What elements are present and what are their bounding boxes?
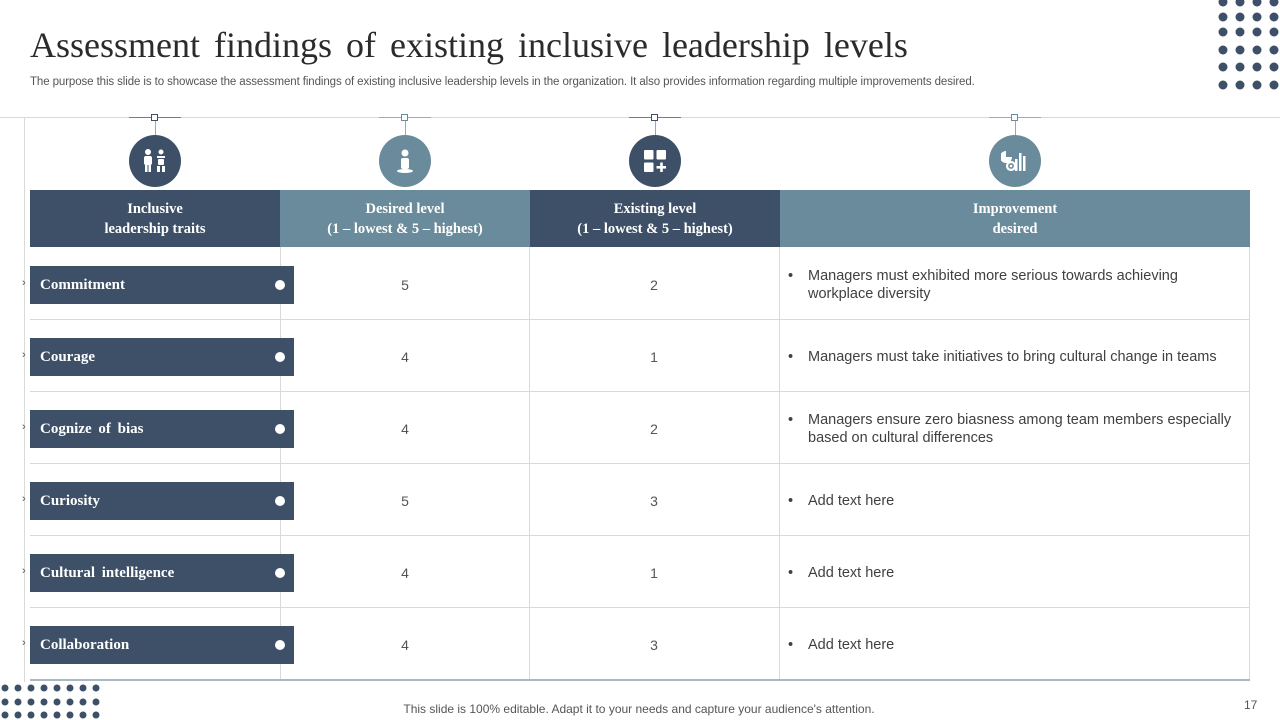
leadership-people-icon — [129, 135, 181, 187]
trait-label: Cognize of bias — [30, 410, 294, 448]
grid-plus-icon — [629, 135, 681, 187]
decorative-dots-bottom-left — [1, 684, 100, 719]
person-podium-icon — [379, 135, 431, 187]
improvement-text: Managers must exhibited more serious tow… — [808, 268, 1178, 302]
slide-subtitle: The purpose this slide is to showcase th… — [30, 76, 975, 88]
improvement-item: • Add text here — [788, 564, 1243, 582]
knob-dot — [275, 568, 285, 578]
connector-stem — [155, 118, 156, 146]
icon-column-desired — [280, 112, 530, 190]
trait-label: Collaboration — [30, 626, 294, 664]
left-divider — [24, 117, 25, 682]
knob-dot — [275, 352, 285, 362]
improvement-item: • Managers must exhibited more serious to… — [788, 267, 1243, 303]
existing-value: 1 — [650, 565, 658, 581]
trait-text: Curiosity — [40, 492, 100, 509]
existing-value: 3 — [650, 637, 658, 653]
bullet: • — [788, 349, 794, 365]
trait-label: Curiosity — [30, 482, 294, 520]
improvement-item: • Managers must take initiatives to bring… — [788, 348, 1243, 366]
improvement-item: • Add text here — [788, 636, 1243, 654]
desired-value: 4 — [401, 565, 409, 581]
chevron-right-icon: › — [22, 637, 26, 649]
improvement-item: • Managers ensure zero biasness among tea… — [788, 411, 1243, 447]
row-divider — [30, 463, 1250, 464]
chevron-right-icon: › — [22, 277, 26, 289]
header-improvement: Improvement desired — [780, 190, 1250, 247]
footer-note: This slide is 100% editable. Adapt it to… — [403, 702, 875, 716]
icon-column-existing — [530, 112, 780, 190]
improvement-text: Add text here — [808, 637, 895, 653]
desired-value: 4 — [401, 421, 409, 437]
improvement-item: • Add text here — [788, 492, 1243, 510]
header-improvement-line1: Improvement — [972, 200, 1058, 217]
connector-node — [151, 114, 158, 121]
trait-label: Cultural intelligence — [30, 554, 294, 592]
existing-value: 2 — [650, 277, 658, 293]
page-number: 17 — [1244, 698, 1258, 712]
desired-value: 5 — [401, 277, 409, 293]
icon-column-improvement — [780, 112, 1250, 190]
header-traits-line2: leadership traits — [104, 220, 206, 237]
header-traits-line1: Inclusive — [127, 200, 183, 217]
header-existing-line1: Existing level — [613, 200, 697, 217]
bullet: • — [788, 565, 794, 581]
trait-text: Collaboration — [40, 636, 130, 653]
table-bottom-line — [30, 679, 1250, 681]
header-improvement-line2: desired — [992, 220, 1038, 237]
trait-text: Commitment — [40, 276, 125, 293]
chevron-right-icon: › — [22, 565, 26, 577]
trait-text: Courage — [40, 348, 95, 365]
trait-label: Commitment — [30, 266, 294, 304]
chevron-right-icon: › — [22, 349, 26, 361]
knob-dot — [275, 424, 285, 434]
chevron-right-icon: › — [22, 493, 26, 505]
desired-value: 5 — [401, 493, 409, 509]
connector-stem — [1015, 118, 1016, 146]
knob-dot — [275, 280, 285, 290]
icon-column-traits — [30, 112, 280, 190]
existing-value: 1 — [650, 349, 658, 365]
desired-value: 4 — [401, 637, 409, 653]
header-desired-line2: (1 – lowest & 5 – highest) — [327, 220, 483, 237]
desired-value: 4 — [401, 349, 409, 365]
header-desired: Desired level (1 – lowest & 5 – highest) — [280, 190, 530, 247]
improvement-text: Add text here — [808, 565, 895, 581]
improvement-text: Add text here — [808, 493, 895, 509]
row-divider — [30, 391, 1250, 392]
decorative-dots-top-right — [1218, 0, 1279, 90]
bullet: • — [788, 493, 794, 509]
trait-text: Cognize of bias — [40, 420, 144, 437]
knob-dot — [275, 640, 285, 650]
header-existing: Existing level (1 – lowest & 5 – highest) — [530, 190, 780, 247]
connector-stem — [655, 118, 656, 146]
connector-node — [1011, 114, 1018, 121]
bullet: • — [788, 412, 794, 428]
improvement-text: Managers ensure zero biasness among team… — [808, 412, 1232, 446]
trait-text: Cultural intelligence — [40, 564, 175, 581]
header-existing-line2: (1 – lowest & 5 – highest) — [577, 220, 733, 237]
row-divider — [30, 535, 1250, 536]
slide-title: Assessment findings of existing inclusiv… — [30, 25, 908, 65]
knob-dot — [275, 496, 285, 506]
existing-value: 3 — [650, 493, 658, 509]
header-traits: Inclusive leadership traits — [30, 190, 280, 247]
improvement-text: Managers must take initiatives to bring … — [808, 349, 1217, 365]
connector-stem — [405, 118, 406, 146]
bullet: • — [788, 268, 794, 284]
header-desired-line1: Desired level — [365, 200, 445, 217]
connector-node — [401, 114, 408, 121]
row-divider — [30, 319, 1250, 320]
bullet: • — [788, 637, 794, 653]
chevron-right-icon: › — [22, 421, 26, 433]
row-divider — [30, 607, 1250, 608]
connector-node — [651, 114, 658, 121]
chart-gear-icon — [989, 135, 1041, 187]
existing-value: 2 — [650, 421, 658, 437]
trait-label: Courage — [30, 338, 294, 376]
